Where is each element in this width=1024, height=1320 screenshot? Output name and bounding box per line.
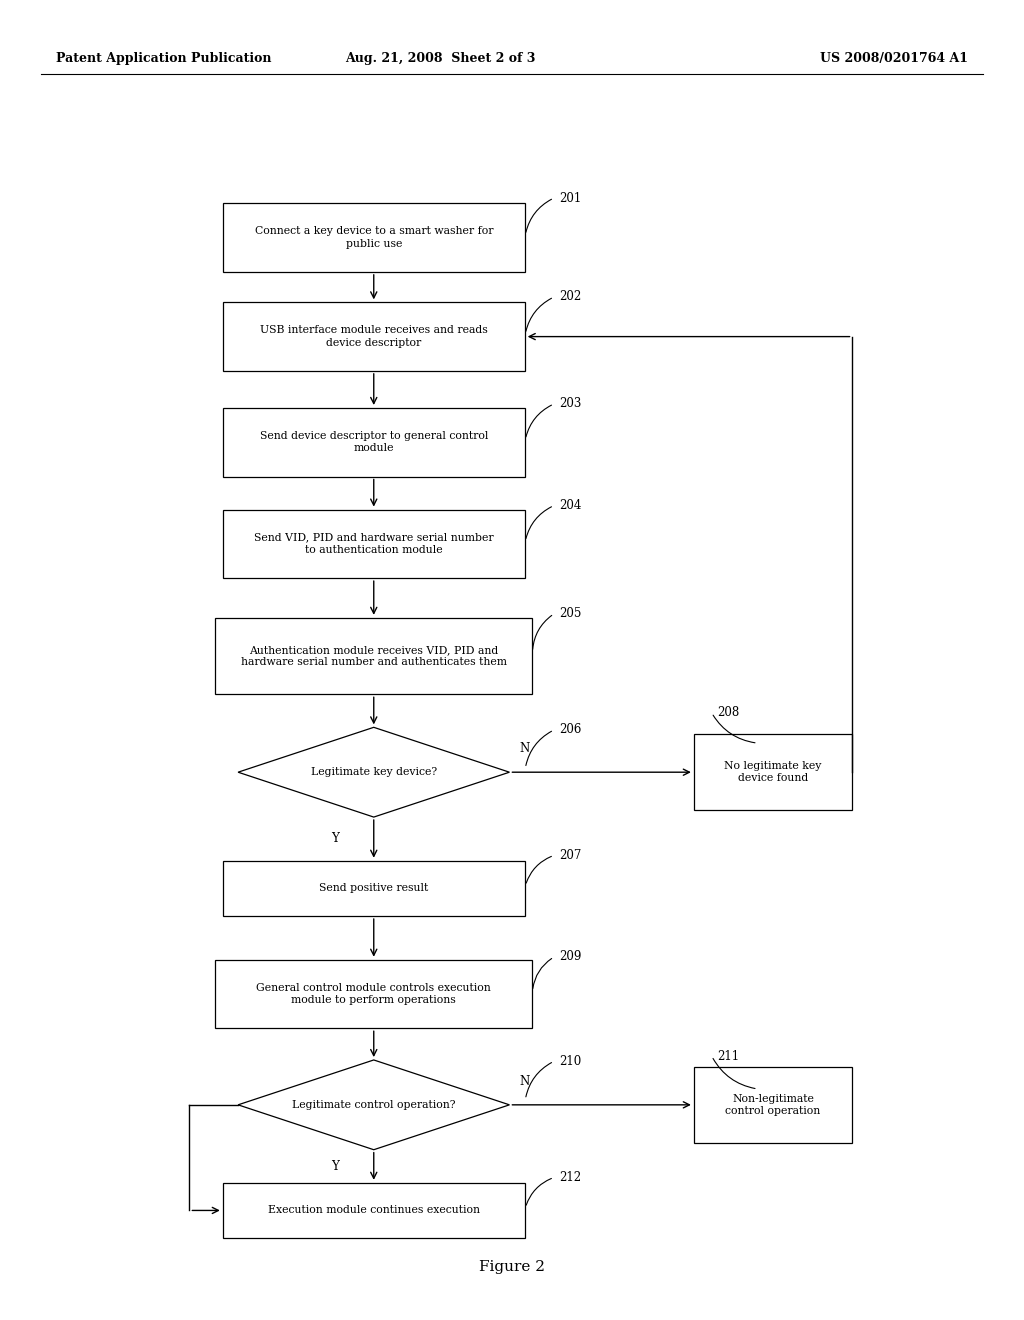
Text: No legitimate key
device found: No legitimate key device found: [724, 762, 822, 783]
FancyArrowPatch shape: [526, 199, 552, 232]
Text: 202: 202: [559, 290, 582, 304]
Text: Y: Y: [331, 1160, 339, 1172]
Text: Execution module continues execution: Execution module continues execution: [267, 1205, 480, 1216]
Text: Send VID, PID and hardware serial number
to authentication module: Send VID, PID and hardware serial number…: [254, 533, 494, 554]
Text: Send positive result: Send positive result: [319, 883, 428, 894]
Text: Send device descriptor to general control
module: Send device descriptor to general contro…: [259, 432, 488, 453]
Text: 204: 204: [559, 499, 582, 512]
FancyArrowPatch shape: [526, 405, 552, 437]
FancyBboxPatch shape: [223, 203, 524, 272]
FancyBboxPatch shape: [223, 302, 524, 371]
Text: N: N: [519, 1074, 530, 1088]
Text: 206: 206: [559, 723, 582, 737]
Text: 207: 207: [559, 849, 582, 862]
Text: 211: 211: [717, 1049, 739, 1063]
Text: US 2008/0201764 A1: US 2008/0201764 A1: [819, 51, 968, 65]
FancyArrowPatch shape: [532, 615, 552, 649]
Text: 210: 210: [559, 1055, 582, 1068]
Text: Y: Y: [331, 833, 339, 845]
Text: 205: 205: [559, 607, 582, 620]
Polygon shape: [238, 727, 510, 817]
FancyArrowPatch shape: [526, 731, 552, 766]
Text: Legitimate key device?: Legitimate key device?: [310, 767, 437, 777]
Text: Legitimate control operation?: Legitimate control operation?: [292, 1100, 456, 1110]
Text: 212: 212: [559, 1171, 582, 1184]
FancyArrowPatch shape: [526, 1179, 551, 1205]
Text: General control module controls execution
module to perform operations: General control module controls executio…: [256, 983, 492, 1005]
FancyBboxPatch shape: [223, 408, 524, 477]
Text: 201: 201: [559, 191, 582, 205]
Text: Authentication module receives VID, PID and
hardware serial number and authentic: Authentication module receives VID, PID …: [241, 645, 507, 667]
FancyArrowPatch shape: [526, 857, 551, 883]
Text: 203: 203: [559, 397, 582, 411]
FancyArrowPatch shape: [526, 298, 552, 331]
FancyArrowPatch shape: [713, 1059, 755, 1089]
Polygon shape: [238, 1060, 510, 1150]
FancyBboxPatch shape: [215, 618, 532, 694]
Text: Non-legitimate
control operation: Non-legitimate control operation: [725, 1094, 821, 1115]
Text: USB interface module receives and reads
device descriptor: USB interface module receives and reads …: [260, 326, 487, 347]
FancyBboxPatch shape: [694, 1067, 852, 1143]
Text: 208: 208: [717, 706, 739, 719]
FancyArrowPatch shape: [532, 958, 552, 989]
FancyArrowPatch shape: [526, 1063, 552, 1097]
Text: Figure 2: Figure 2: [479, 1261, 545, 1274]
FancyBboxPatch shape: [694, 734, 852, 810]
FancyBboxPatch shape: [223, 1183, 524, 1238]
FancyBboxPatch shape: [215, 960, 532, 1028]
FancyArrowPatch shape: [713, 715, 755, 743]
Text: Patent Application Publication: Patent Application Publication: [56, 51, 271, 65]
Text: Connect a key device to a smart washer for
public use: Connect a key device to a smart washer f…: [255, 227, 493, 248]
Text: N: N: [519, 742, 530, 755]
FancyBboxPatch shape: [223, 510, 524, 578]
Text: Aug. 21, 2008  Sheet 2 of 3: Aug. 21, 2008 Sheet 2 of 3: [345, 51, 536, 65]
Text: 209: 209: [559, 950, 582, 964]
FancyBboxPatch shape: [223, 861, 524, 916]
FancyArrowPatch shape: [526, 507, 552, 539]
